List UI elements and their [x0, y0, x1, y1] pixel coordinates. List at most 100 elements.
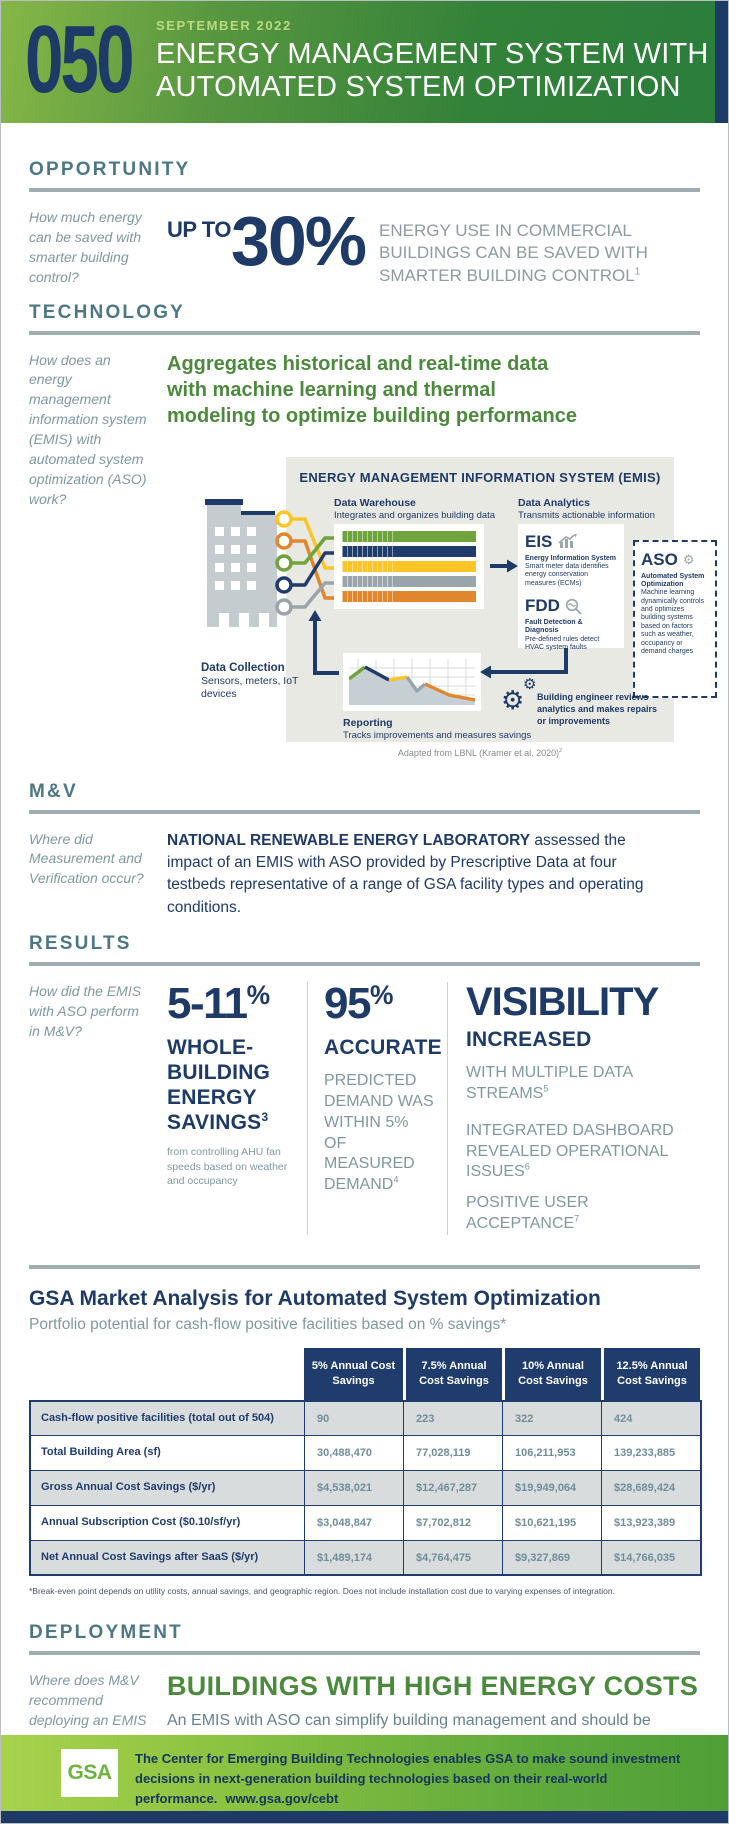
- technology-heading: TECHNOLOGY: [29, 301, 186, 323]
- fdd-title: Fault Detection & Diagnosis: [525, 619, 583, 635]
- market-table: 5% Annual Cost Savings 7.5% Annual Cost …: [29, 1347, 702, 1577]
- issue-number: 050: [25, 6, 135, 113]
- gear-icon: ⚙: [501, 684, 525, 715]
- footer-band: GSA The Center for Emerging Building Tec…: [1, 1735, 728, 1811]
- results-heading: RESULTS: [29, 933, 132, 955]
- data-warehouse-label: Data Warehouse Integrates and organizes …: [334, 497, 509, 522]
- cell-value: $9,327,869: [502, 1540, 601, 1575]
- section-divider: [29, 330, 700, 335]
- data-analytics-desc: Transmits actionable information: [518, 509, 655, 521]
- header-band: 050 SEPTEMBER 2022 ENERGY MANAGEMENT SYS…: [1, 1, 728, 123]
- issue-date: SEPTEMBER 2022: [156, 18, 292, 33]
- stream-bar-green: [342, 530, 476, 542]
- cell-value: 77,028,119: [403, 1436, 502, 1471]
- results-question: How did the EMIS with ASO perform in M&V…: [29, 983, 142, 1040]
- section-divider: [29, 188, 700, 192]
- eis-desc: Smart meter data identifies energy conse…: [525, 562, 609, 587]
- opportunity-heading: OPPORTUNITY: [29, 159, 191, 180]
- row-label: Annual Subscription Cost ($0.10/sf/yr): [41, 1515, 241, 1528]
- table-row: Cash-flow positive facilities (total out…: [31, 1401, 700, 1436]
- page-title-line1: ENERGY MANAGEMENT SYSTEM WITH: [156, 38, 709, 70]
- stat-prefix: UP TO: [167, 217, 231, 242]
- data-warehouse-box: [334, 523, 484, 609]
- cell-value: 322: [502, 1401, 601, 1436]
- footer-link[interactable]: www.gsa.gov/cebt: [225, 1791, 339, 1807]
- table-row: Net Annual Cost Savings after SaaS ($/yr…: [31, 1539, 700, 1575]
- diagram-caption-text: Adapted from LBNL (Kramer et al. 2020): [397, 747, 560, 758]
- technology-statement: Aggregates historical and real-time data…: [167, 352, 578, 427]
- stat1-label: WHOLE-BUILDING ENERGY SAVINGS: [167, 1036, 271, 1134]
- reporting-desc: Tracks improvements and measures savings: [343, 729, 532, 741]
- stat2-percent: %: [369, 980, 394, 1011]
- cell-value: $10,621,195: [502, 1505, 601, 1540]
- market-subtitle: Portfolio potential for cash-flow positi…: [29, 1315, 507, 1333]
- data-collection-desc: Sensors, meters, IoT devices: [201, 674, 299, 700]
- cell-value: $14,766,035: [601, 1540, 700, 1575]
- row-label: Gross Annual Cost Savings ($/yr): [41, 1481, 216, 1494]
- footnote-ref-1: 1: [634, 266, 641, 278]
- data-collection-title: Data Collection: [201, 661, 285, 674]
- stat3-line2: INTEGRATED DASHBOARD REVEALED OPERATIONA…: [466, 1121, 674, 1181]
- cell-value: $1,489,174: [304, 1540, 403, 1575]
- column-header: 12.5% Annual Cost Savings: [601, 1347, 700, 1400]
- aso-box: ASO ⚙ Automated System Optimization Mach…: [633, 539, 717, 698]
- stat3-value: VISIBILITY: [466, 980, 659, 1025]
- footer-text: The Center for Emerging Building Technol…: [135, 1749, 698, 1809]
- deployment-title: BUILDINGS WITH HIGH ENERGY COSTS: [167, 1671, 699, 1702]
- reporting-chart: [343, 652, 481, 711]
- section-market: GSA Market Analysis for Automated System…: [29, 1264, 702, 1597]
- stream-bar-navy: [342, 545, 476, 557]
- stream-bar-yellow: [342, 560, 476, 572]
- stat1-value: 5-11: [167, 979, 248, 1029]
- stat2-label: ACCURATE: [324, 1036, 442, 1060]
- emis-diagram-title: ENERGY MANAGEMENT INFORMATION SYSTEM (EM…: [299, 469, 661, 485]
- market-title: GSA Market Analysis for Automated System…: [29, 1286, 601, 1310]
- market-table-body: Cash-flow positive facilities (total out…: [29, 1399, 702, 1577]
- opportunity-question: How much energy can be saved with smarte…: [29, 209, 142, 285]
- section-divider: [29, 1651, 700, 1656]
- gsa-logo: GSA: [61, 1749, 118, 1797]
- results-stats: 5-11% WHOLE-BUILDING ENERGY SAVINGS3 fro…: [167, 979, 700, 1235]
- cell-value: $28,689,424: [601, 1471, 700, 1505]
- cell-value: $13,923,389: [601, 1505, 700, 1540]
- fdd-abbr: FDD: [525, 596, 560, 616]
- mv-lead: NATIONAL RENEWABLE ENERGY LABORATORY: [167, 831, 531, 849]
- stat2-detail: PREDICTED DEMAND WAS WITHIN 5% OF MEASUR…: [324, 1072, 434, 1194]
- mv-question: Where did Measurement and Verification o…: [29, 830, 144, 887]
- stat3-line3: POSITIVE USER ACCEPTANCE: [466, 1194, 589, 1232]
- engineer-note: Building engineer reviews analytics and …: [537, 691, 658, 726]
- page-title: ENERGY MANAGEMENT SYSTEM WITH AUTOMATED …: [156, 38, 709, 104]
- row-label: Total Building Area (sf): [41, 1446, 161, 1459]
- reporting-label: Reporting Tracks improvements and measur…: [343, 717, 563, 742]
- eis-abbr: EIS: [525, 531, 553, 551]
- aso-title: Automated System Optimization: [641, 572, 705, 588]
- cell-value: $4,764,475: [403, 1540, 502, 1575]
- stat-description-text: ENERGY USE IN COMMERCIAL BUILDINGS CAN B…: [379, 221, 648, 285]
- magnifier-icon: [565, 598, 582, 615]
- cell-value: $7,702,812: [403, 1505, 502, 1540]
- stat-visibility: VISIBILITY INCREASED WITH MULTIPLE DATA …: [447, 980, 700, 1235]
- data-analytics-title: Data Analytics: [518, 496, 590, 509]
- footer-statement: The Center for Emerging Building Technol…: [135, 1751, 681, 1807]
- aso-desc: Machine learning dynamically controls an…: [641, 589, 705, 656]
- footnote-ref-3: 3: [261, 1109, 269, 1124]
- technology-question: How does an energy management informatio…: [29, 351, 147, 507]
- market-footnote: *Break-even point depends on utility cos…: [29, 1586, 615, 1597]
- header-edge-stripe: [715, 1, 728, 123]
- footnote-ref-2: 2: [559, 747, 563, 754]
- stat3-line1: WITH MULTIPLE DATA STREAMS: [466, 1064, 633, 1102]
- stat3-label: INCREASED: [466, 1028, 592, 1052]
- cell-value: $4,538,021: [304, 1471, 403, 1505]
- stat1-percent: %: [246, 980, 271, 1011]
- row-label: Net Annual Cost Savings after SaaS ($/yr…: [41, 1550, 259, 1563]
- section-divider: [29, 962, 700, 967]
- savings-trend-chart: [347, 658, 476, 705]
- data-warehouse-desc: Integrates and organizes building data: [334, 509, 496, 521]
- fdd-desc: Pre-defined rules detect HVAC system fau…: [525, 635, 600, 652]
- section-technology: TECHNOLOGY How does an energy management…: [29, 301, 717, 765]
- row-label: Cash-flow positive facilities (total out…: [41, 1411, 274, 1424]
- stream-bar-orange: [342, 590, 476, 602]
- column-header: 10% Annual Cost Savings: [502, 1347, 601, 1400]
- mv-heading: M&V: [29, 780, 78, 802]
